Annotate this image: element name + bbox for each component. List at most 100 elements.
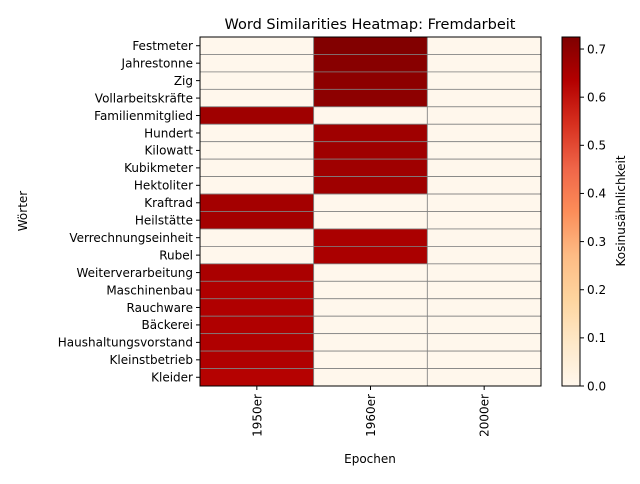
heatmap-cell xyxy=(426,106,542,125)
heatmap-cell xyxy=(426,176,542,195)
y-tick-label: Festmeter xyxy=(132,39,193,53)
y-tick-label: Weiterverarbeitung xyxy=(77,266,193,280)
heatmap-cell xyxy=(313,350,428,369)
y-tick-label: Jahrestonne xyxy=(121,56,193,70)
y-tick-label: Bäckerei xyxy=(142,318,193,332)
heatmap-cell xyxy=(426,263,542,282)
colorbar-label: Kosinusähnlichkeit xyxy=(614,155,628,266)
heatmap-cell xyxy=(313,176,428,195)
heatmap-cell xyxy=(199,71,315,90)
y-tick-label: Kraftrad xyxy=(144,196,193,210)
colorbar-tick-label: 0.1 xyxy=(587,331,606,345)
heatmap-cell xyxy=(426,211,542,230)
heatmap-cell xyxy=(426,333,542,352)
y-tick-label: Heilstätte xyxy=(135,214,193,228)
y-tick-label: Kilowatt xyxy=(145,144,194,158)
y-tick-label: Vollarbeitskräfte xyxy=(95,91,193,105)
heatmap-cell xyxy=(199,36,315,55)
heatmap-cell xyxy=(313,245,428,265)
heatmap-cell xyxy=(313,211,428,230)
heatmap-cell xyxy=(426,54,542,73)
heatmap-cell xyxy=(426,315,542,335)
y-tick-label: Familienmitglied xyxy=(94,109,193,123)
heatmap-cell xyxy=(199,54,315,73)
y-tick-label: Maschinenbau xyxy=(106,283,193,297)
y-axis-label: Wörter xyxy=(16,191,30,232)
y-tick-label: Kubikmeter xyxy=(124,161,193,175)
x-tick-label: 2000er xyxy=(478,394,492,437)
heatmap-cell xyxy=(313,158,428,177)
heatmap-cell xyxy=(313,88,428,108)
heatmap-cell xyxy=(426,298,542,317)
heatmap-cell xyxy=(199,280,315,300)
heatmap-cell xyxy=(199,298,315,317)
heatmap-cell xyxy=(199,263,315,282)
y-tick-labels: Festmeter Jahrestonne Zig Vollarbeitskräfte… xyxy=(58,39,200,385)
y-tick-label: Haushaltungsvorstand xyxy=(58,336,193,350)
heatmap-cell xyxy=(313,193,428,212)
x-tick-label: 1950er xyxy=(250,394,264,437)
heatmap-cell xyxy=(426,193,542,212)
heatmap-cell xyxy=(313,106,428,125)
colorbar-tick-label: 0.3 xyxy=(587,235,606,249)
heatmap-cell xyxy=(199,123,315,143)
heatmap-cell xyxy=(199,228,315,247)
colorbar-tick-label: 0.0 xyxy=(587,379,606,393)
heatmap-cell xyxy=(313,368,428,387)
heatmap-cell xyxy=(426,36,542,55)
heatmap-cell xyxy=(199,193,315,212)
heatmap-cells xyxy=(199,36,542,387)
y-tick-label: Hundert xyxy=(144,126,193,140)
colorbar: 0.0 0.1 0.2 0.3 0.4 0.5 0.6 0.7 xyxy=(561,36,606,393)
x-axis-label: Epochen xyxy=(344,452,396,466)
x-tick-label: 1960er xyxy=(364,394,378,437)
heatmap-cell xyxy=(199,350,315,369)
colorbar-tick-label: 0.4 xyxy=(587,187,606,201)
heatmap-cell xyxy=(426,141,542,160)
heatmap-cell xyxy=(313,315,428,335)
colorbar-tick-label: 0.6 xyxy=(587,90,606,104)
heatmap-cell xyxy=(199,141,315,160)
heatmap-cell xyxy=(313,54,428,73)
heatmap-cell xyxy=(313,298,428,317)
heatmap-cell xyxy=(426,245,542,265)
x-tick-labels: 1950er 1960er 2000er xyxy=(250,386,492,437)
y-tick-label: Hektoliter xyxy=(134,179,193,193)
y-tick-label: Kleinstbetrieb xyxy=(110,353,193,367)
y-tick-label: Kleider xyxy=(151,371,193,385)
heatmap-cell xyxy=(426,228,542,247)
heatmap-cell xyxy=(426,350,542,369)
heatmap-cell xyxy=(199,176,315,195)
y-tick-label: Rauchware xyxy=(127,301,193,315)
heatmap-cell xyxy=(199,211,315,230)
colorbar-tick-label: 0.7 xyxy=(587,42,606,56)
heatmap-cell xyxy=(199,106,315,125)
y-tick-label: Rubel xyxy=(159,248,193,262)
heatmap-cell xyxy=(199,245,315,265)
heatmap-cell xyxy=(426,71,542,90)
y-tick-label: Zig xyxy=(174,74,193,88)
heatmap-cell xyxy=(313,228,428,247)
heatmap-cell xyxy=(199,333,315,352)
heatmap-cell xyxy=(426,88,542,108)
y-tick-label: Verrechnungseinheit xyxy=(69,231,193,245)
colorbar-gradient xyxy=(561,36,581,387)
heatmap-cell xyxy=(426,123,542,143)
heatmap-cell xyxy=(313,333,428,352)
heatmap-cell xyxy=(199,368,315,387)
heatmap-cell xyxy=(199,315,315,335)
heatmap-cell xyxy=(426,280,542,300)
heatmap-cell xyxy=(199,158,315,177)
chart-title: Word Similarities Heatmap: Fremdarbeit xyxy=(225,17,516,33)
heatmap-cell xyxy=(426,368,542,387)
heatmap-cell xyxy=(313,280,428,300)
heatmap-cell xyxy=(313,123,428,143)
heatmap-cell xyxy=(199,88,315,108)
heatmap-cell xyxy=(313,36,428,55)
heatmap-cell xyxy=(313,71,428,90)
colorbar-tick-label: 0.5 xyxy=(587,139,606,153)
colorbar-tick-label: 0.2 xyxy=(587,283,606,297)
heatmap-cell xyxy=(426,158,542,177)
